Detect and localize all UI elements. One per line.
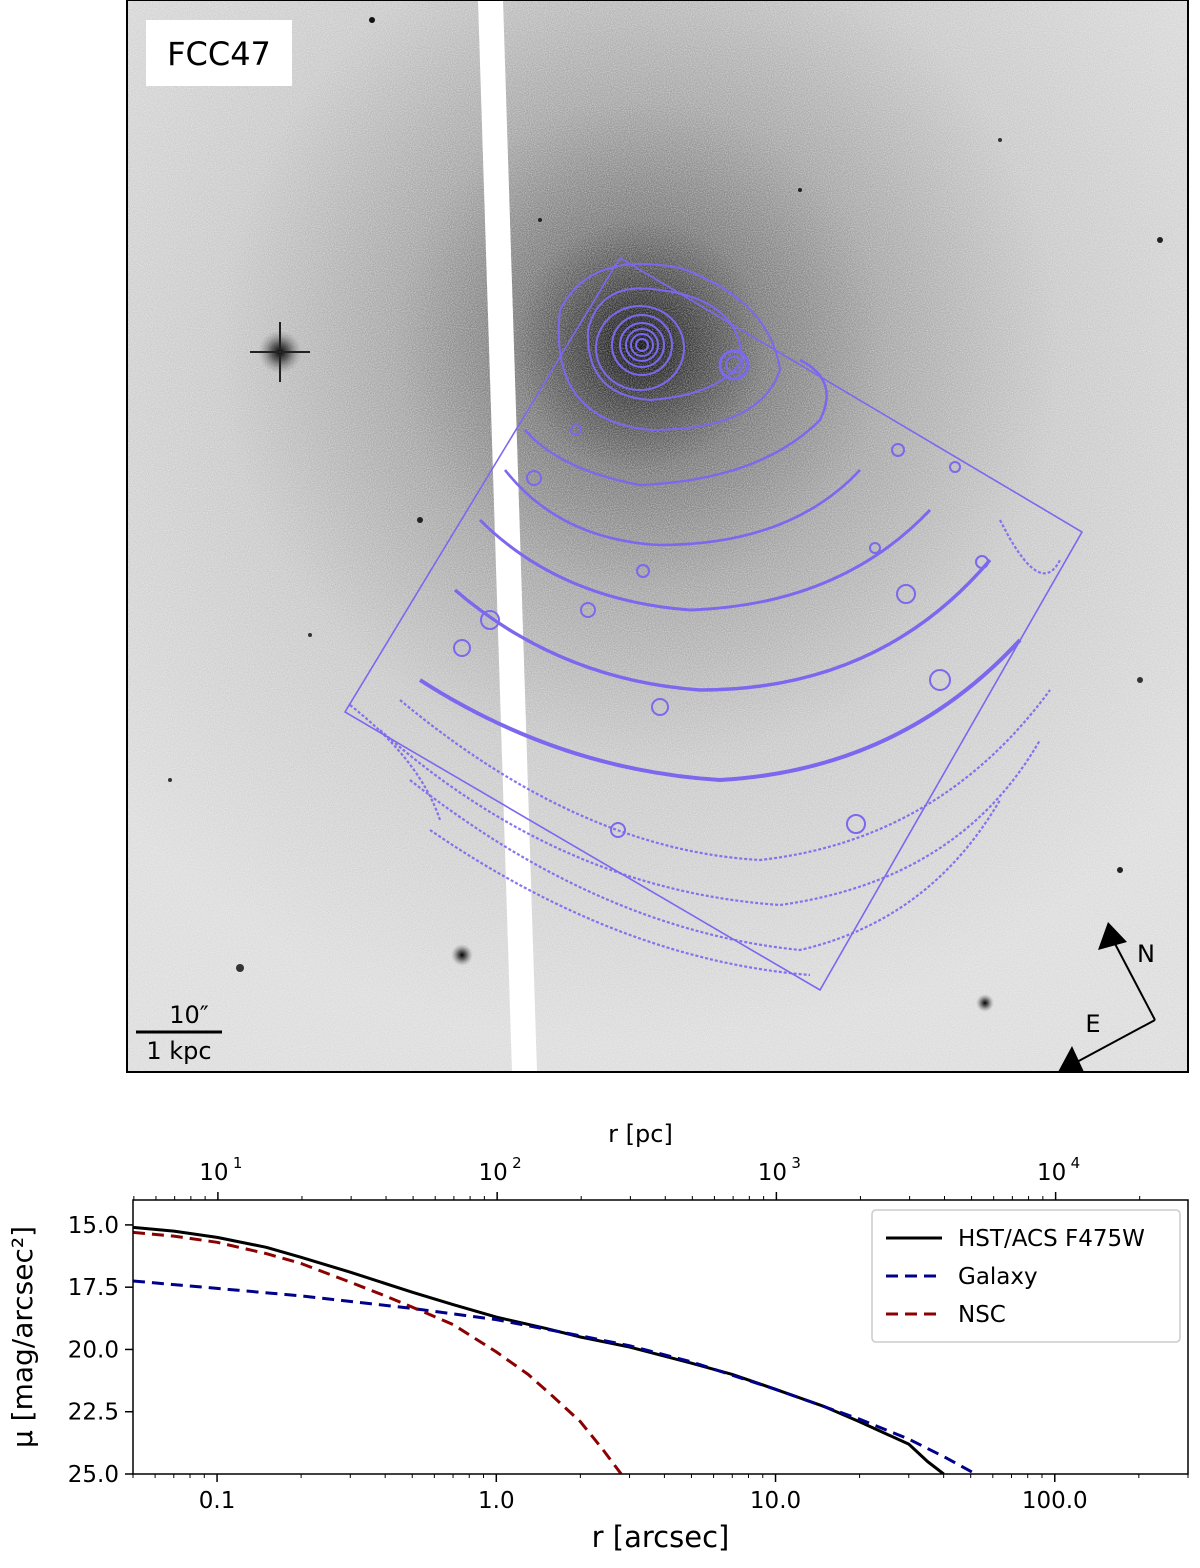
top-x-tick-label: 10 xyxy=(199,1160,228,1186)
east-arrow-icon xyxy=(1058,1046,1084,1072)
profile-chart-svg: 0.1 1.0 10.0 100.010 1 10 2 10 3 10 415.017.520.02… xyxy=(6,1120,1189,1554)
x-tick-label: 1.0 xyxy=(478,1488,515,1514)
sky-noise xyxy=(127,0,1188,1072)
chart-ticks: 0.1 1.0 10.0 100.010 1 10 2 10 3 10 415.017.520.02… xyxy=(68,1154,1189,1514)
top-x-tick-label: 10 xyxy=(479,1160,508,1186)
top-x-axis-label: r [pc] xyxy=(608,1120,673,1148)
top-x-tick-exponent: 4 xyxy=(1071,1154,1081,1172)
x-axis-label: r [arcsec] xyxy=(592,1520,730,1554)
scale-bar-kpc-label: 1 kpc xyxy=(146,1037,211,1065)
image-frame xyxy=(126,0,1189,1073)
x-tick-label: 10.0 xyxy=(750,1488,801,1514)
top-x-tick-label: 10 xyxy=(1037,1160,1066,1186)
x-tick-label: 0.1 xyxy=(199,1488,236,1514)
x-tick-label: 100.0 xyxy=(1022,1488,1088,1514)
contour-overlay xyxy=(343,256,1084,992)
galaxy-label: FCC47 xyxy=(167,35,271,73)
y-tick-label: 20.0 xyxy=(68,1337,119,1363)
contour-speckle xyxy=(349,519,1061,977)
legend-entry: HST/ACS F475W xyxy=(958,1226,1145,1252)
top-x-tick-label: 10 xyxy=(758,1160,787,1186)
field-stars xyxy=(168,17,1163,1012)
y-tick-label: 17.5 xyxy=(68,1275,119,1301)
y-axis-label: μ [mag/arcsec²] xyxy=(6,1226,39,1448)
top-x-tick-exponent: 1 xyxy=(233,1154,243,1172)
galaxy-image: FCC47 10″ 1 kpc N E xyxy=(126,0,1189,1073)
series-line-hst-acs-f475w xyxy=(133,1225,945,1474)
galaxy-image-panel: FCC47 10″ 1 kpc N E xyxy=(126,0,1189,1073)
series-line-nsc xyxy=(133,1230,623,1474)
y-tick-label: 25.0 xyxy=(68,1462,119,1488)
series-line-galaxy xyxy=(133,1279,977,1474)
legend-entry: Galaxy xyxy=(958,1264,1038,1290)
y-tick-label: 15.0 xyxy=(68,1213,119,1239)
scale-bar-arcsec-label: 10″ xyxy=(169,1001,209,1029)
chart-series xyxy=(133,1225,977,1474)
y-tick-label: 22.5 xyxy=(68,1400,119,1426)
north-arrow-icon xyxy=(1098,922,1127,950)
galaxy-label-box xyxy=(146,20,292,86)
top-x-tick-exponent: 3 xyxy=(791,1154,801,1172)
compass-north-label: N xyxy=(1137,940,1155,968)
chart-legend: HST/ACS F475W Galaxy NSC xyxy=(871,1209,1181,1343)
chip-gap xyxy=(478,0,537,1072)
legend-box xyxy=(871,1209,1181,1343)
compass-east-label: E xyxy=(1085,1010,1100,1038)
top-x-tick-exponent: 2 xyxy=(512,1154,522,1172)
legend-entry: NSC xyxy=(958,1302,1006,1328)
compass: N E xyxy=(1058,922,1156,1072)
plot-frame xyxy=(132,1199,1189,1475)
surface-brightness-chart: 0.1 1.0 10.0 100.0 10 1 10 2 10 3 10 4 15.0 17.5 20.0 2… xyxy=(0,1080,1200,1564)
